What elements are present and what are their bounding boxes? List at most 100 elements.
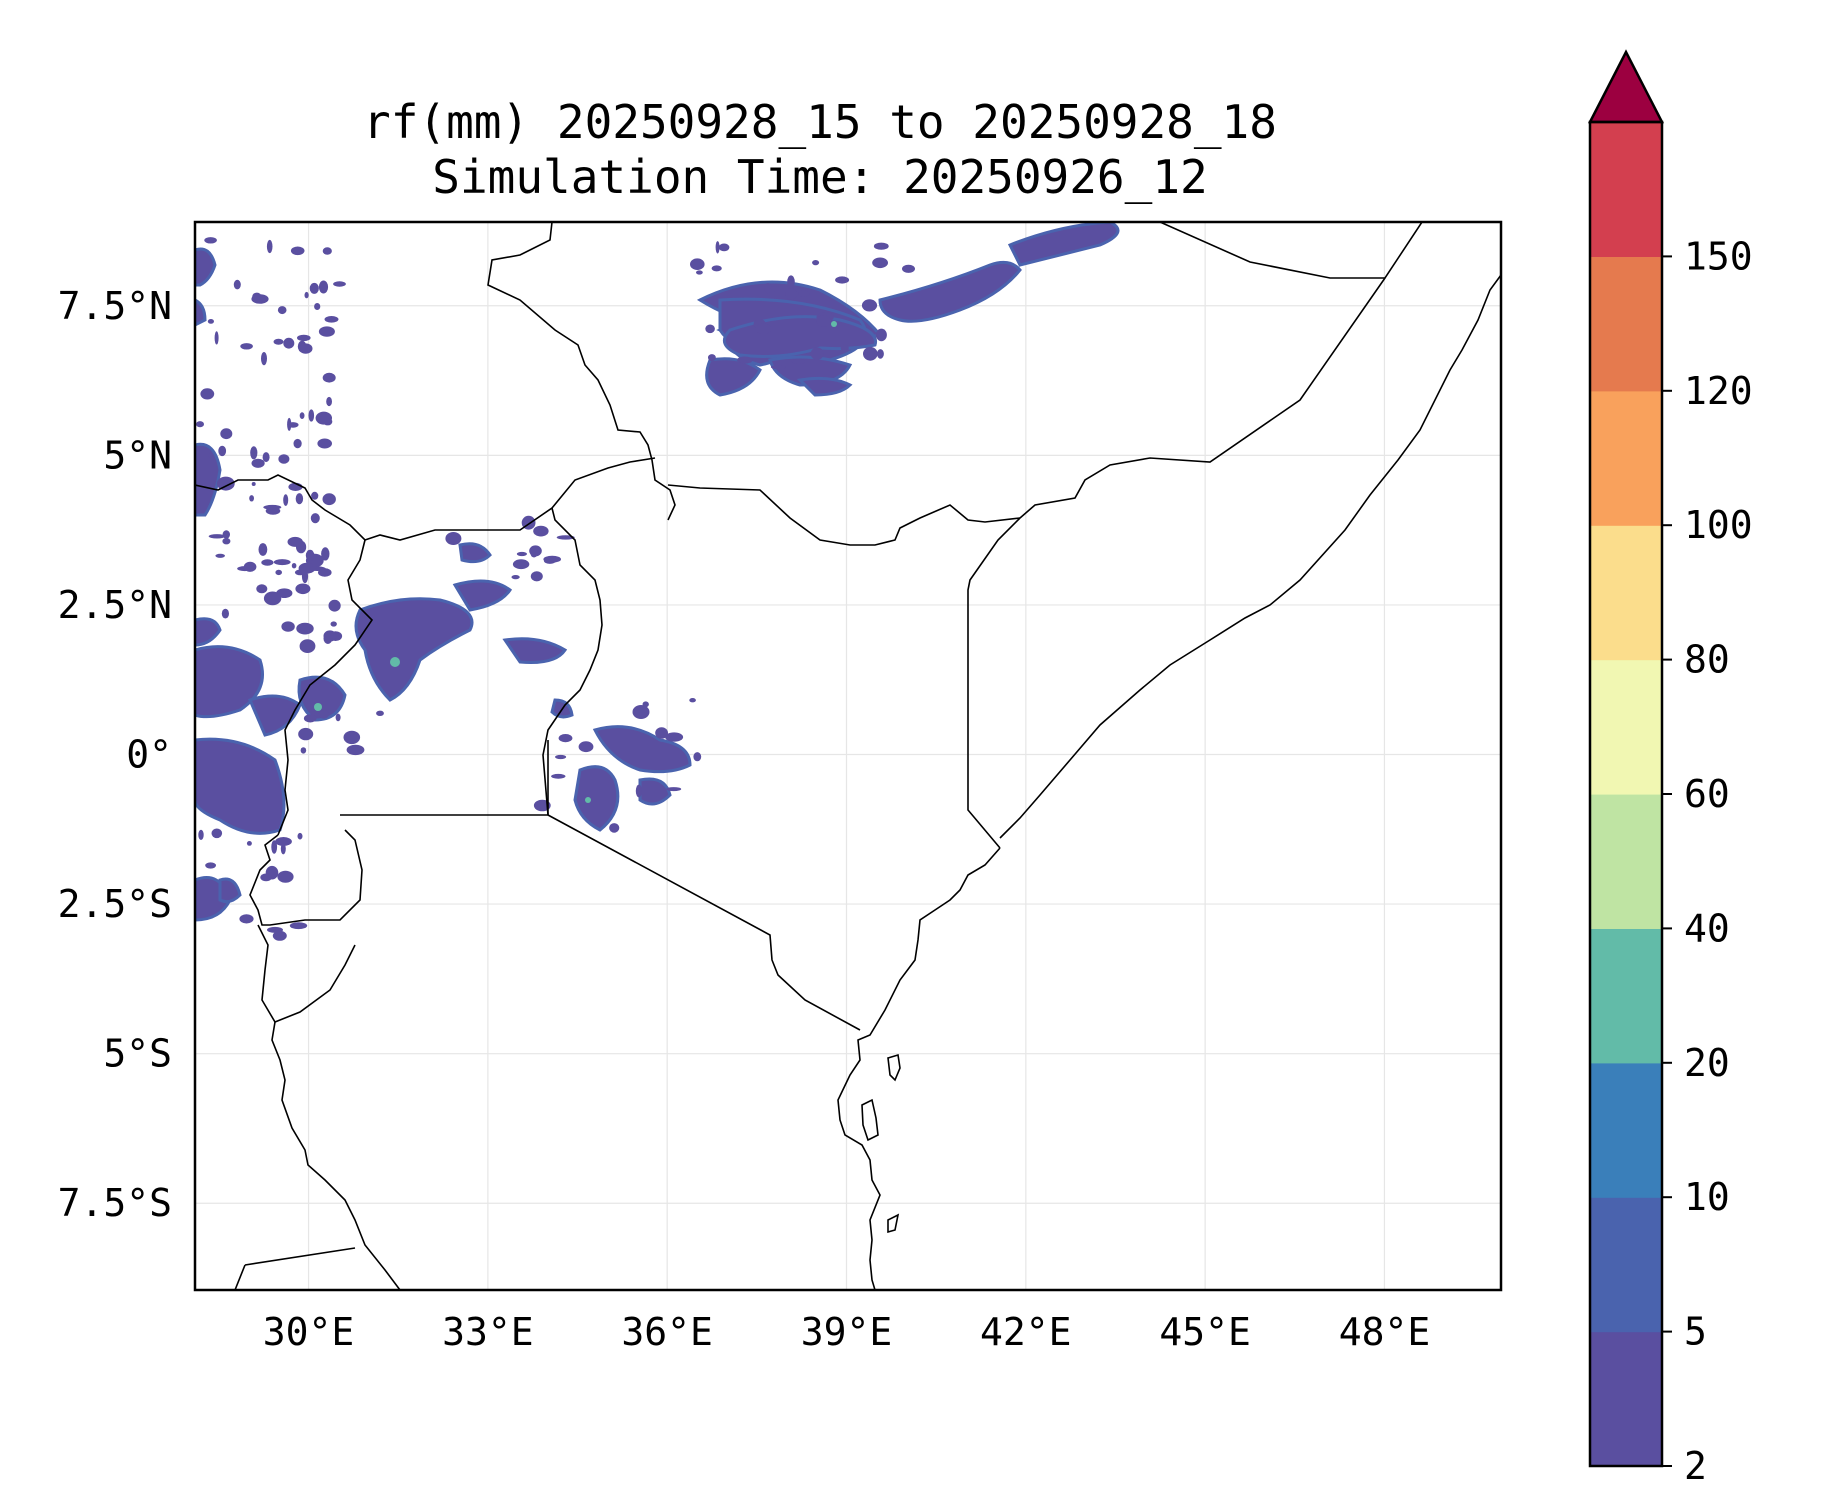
rain-speckle	[511, 575, 520, 580]
lon-tick-label: 39°E	[801, 1310, 893, 1354]
rain-speckle	[835, 276, 850, 284]
rain-speckle	[333, 281, 346, 287]
colorbar-tick-label: 20	[1684, 1041, 1730, 1085]
rain-speckle	[263, 504, 282, 510]
rain-speckle	[251, 458, 265, 468]
colorbar-tick-label: 80	[1684, 638, 1730, 682]
rain-speckle	[705, 324, 715, 334]
rain-core-uganda	[390, 657, 400, 667]
lat-tick-label: 7.5°S	[58, 1181, 172, 1225]
boundary-lines	[195, 222, 1501, 1290]
rain-speckle	[812, 260, 820, 266]
lat-tick-label: 0°	[126, 733, 172, 777]
map-frame	[193, 220, 1503, 1292]
rain-speckle	[322, 247, 332, 255]
rain-patch-uganda-e	[502, 637, 568, 664]
rain-speckle	[273, 559, 291, 566]
border-ethiopia-kenya	[667, 484, 1021, 546]
coastline-tanzania	[837, 847, 1001, 1290]
rain-patch-kenya-3	[638, 777, 672, 806]
rain-speckle	[530, 571, 543, 582]
rain-patch-kenya-1	[592, 725, 692, 774]
rain-speckle	[252, 292, 262, 301]
colorbar: 2 5 10 20 40 60 80 100 120 150	[1587, 49, 1753, 1488]
rain-speckle	[277, 870, 294, 883]
rain-speckle	[266, 239, 273, 254]
rain-speckle	[737, 356, 753, 364]
rain-speckle	[214, 331, 219, 345]
rain-speckle	[810, 347, 824, 361]
rain-speckle	[276, 588, 293, 598]
colorbar-segment	[1590, 1197, 1662, 1333]
rain-speckle	[261, 559, 274, 566]
rain-speckle	[322, 493, 336, 506]
rain-speckle	[249, 495, 255, 502]
rain-patch-kenya-2	[573, 765, 620, 832]
rain-speckle	[283, 494, 289, 506]
rain-speckle	[240, 343, 253, 350]
rain-speckle	[275, 569, 283, 576]
rain-speckle	[558, 734, 573, 743]
lon-tick-label: 42°E	[980, 1310, 1072, 1354]
rain-speckle	[326, 396, 332, 407]
rain-speckle	[533, 525, 549, 537]
colorbar-segment	[1590, 794, 1662, 929]
rain-speckle	[290, 246, 305, 256]
rain-speckle	[318, 326, 335, 337]
rain-speckle	[281, 621, 295, 632]
rain-speckle	[287, 417, 292, 431]
rain-speckle	[300, 747, 307, 754]
colorbar-tick-label: 2	[1684, 1444, 1707, 1488]
rain-speckle	[277, 306, 287, 315]
rain-speckle	[298, 562, 316, 574]
rain-speckle	[233, 279, 241, 290]
rain-patch-ethiopia-ne	[1007, 222, 1120, 267]
colorbar-tick-label: 150	[1684, 234, 1753, 278]
rain-speckle	[293, 438, 302, 449]
rain-speckle	[243, 561, 257, 572]
colorbar-segment	[1590, 256, 1662, 392]
rain-patch-tz-1	[218, 877, 242, 904]
rain-speckle	[816, 315, 831, 327]
rain-speckle	[718, 243, 730, 252]
rain-speckle	[299, 412, 305, 419]
rain-speckle	[246, 841, 252, 846]
lon-tick-label: 45°E	[1159, 1310, 1251, 1354]
rain-speckle	[200, 388, 215, 400]
border-tanzania-lake	[271, 1021, 401, 1290]
colorbar-tick-label: 60	[1684, 772, 1730, 816]
rain-speckle	[798, 290, 810, 297]
rain-speckle	[283, 337, 295, 349]
rain-patch-uganda-main	[354, 597, 474, 702]
rain-speckle	[315, 411, 332, 425]
rain-speckle	[324, 316, 339, 323]
rain-patch-drc-n2	[195, 298, 207, 327]
rain-core-west	[314, 703, 322, 711]
rain-speckle	[309, 566, 326, 571]
rain-speckle	[529, 545, 542, 557]
rain-speckle	[578, 741, 594, 753]
rain-speckle	[632, 705, 650, 719]
rain-speckle	[198, 829, 204, 841]
lon-tick-label: 48°E	[1339, 1310, 1431, 1354]
rain-speckle	[299, 644, 307, 651]
rain-speckle	[872, 257, 888, 269]
border-south-sudan-north	[195, 457, 656, 541]
rain-speckle	[291, 563, 297, 569]
rain-speckle	[272, 930, 287, 941]
colorbar-segment	[1590, 928, 1662, 1064]
rain-speckle	[317, 438, 333, 449]
rain-speckle	[330, 621, 337, 627]
border-tanzania-west	[257, 924, 356, 1023]
rain-speckle	[655, 727, 668, 739]
rain-speckle	[642, 701, 649, 708]
rain-speckle	[516, 551, 528, 557]
rain-speckle	[873, 242, 889, 250]
rain-speckle	[215, 553, 225, 558]
border-uganda-kenya	[542, 507, 603, 816]
rain-speckle	[715, 241, 720, 254]
rain-patch-drc-north	[195, 247, 217, 287]
rain-speckle	[314, 303, 321, 310]
rain-speckle	[221, 608, 229, 619]
rain-speckle	[665, 732, 684, 742]
